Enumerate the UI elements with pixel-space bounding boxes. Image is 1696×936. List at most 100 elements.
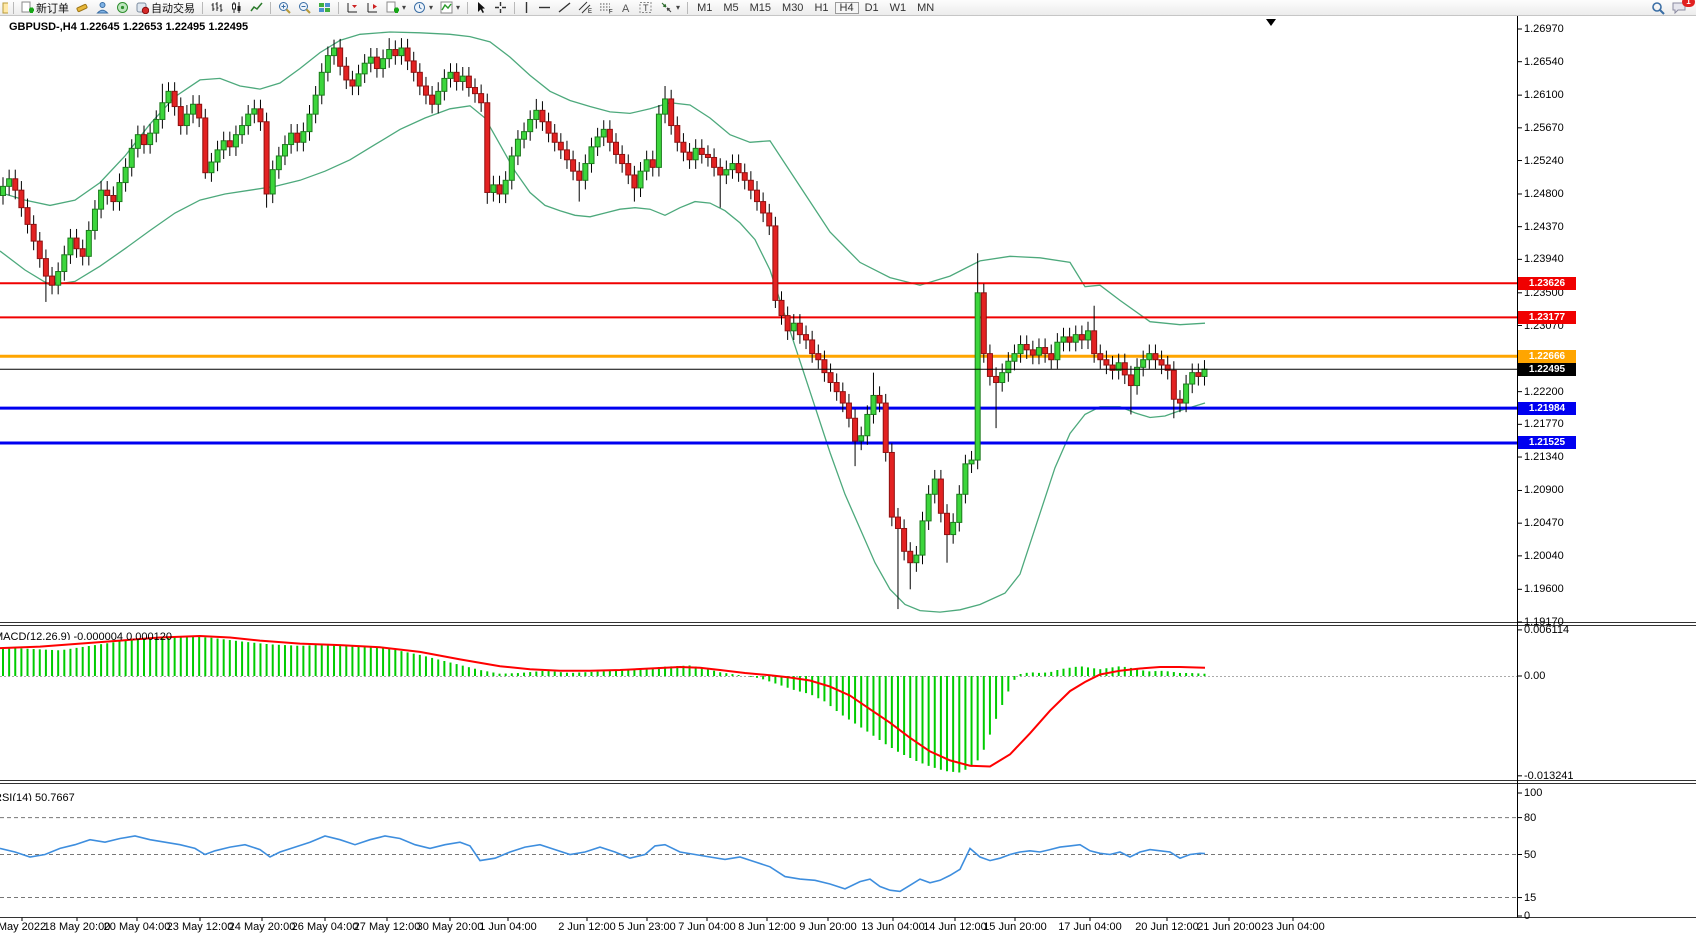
text-tool-button[interactable]: A: [617, 1, 635, 15]
candlestick-chart-button[interactable]: [227, 1, 246, 15]
candle-body: [226, 140, 233, 148]
timeframe-m1-button[interactable]: M1: [692, 1, 717, 15]
candle-body: [220, 140, 227, 151]
candle-body: [367, 56, 374, 64]
candle-body: [570, 159, 577, 172]
candle-body: [625, 163, 632, 176]
candle-body: [1017, 344, 1024, 355]
navigator-button[interactable]: [93, 1, 112, 15]
fibonacci-tool-button[interactable]: F: [596, 1, 616, 15]
candle-body: [1146, 353, 1153, 361]
candle-body: [925, 493, 932, 522]
chart-shift-button[interactable]: [343, 1, 362, 15]
candle-body: [159, 102, 166, 120]
chevron-down-icon: ▾: [456, 3, 461, 12]
rsi-tick: 100: [1524, 787, 1543, 799]
time-label: 23 May 12:00: [166, 921, 234, 933]
candle-body: [735, 163, 742, 174]
candle-body: [882, 402, 889, 453]
candle-body: [435, 90, 442, 105]
candle-body: [655, 113, 662, 168]
candlestick-chart-icon: [232, 2, 241, 13]
timeframe-m30-button[interactable]: M30: [777, 1, 808, 15]
equidistant-channel-tool-button[interactable]: E: [575, 1, 595, 15]
vertical-line-tool-button[interactable]: [519, 1, 534, 15]
candle-body: [839, 391, 846, 404]
candle-body: [42, 258, 49, 277]
svg-text:A: A: [622, 3, 630, 14]
search-button[interactable]: [1648, 1, 1668, 15]
line-chart-button[interactable]: [247, 1, 266, 15]
candle-body: [772, 225, 779, 301]
timeframe-m15-button[interactable]: M15: [745, 1, 776, 15]
time-label: 9 Jun 20:00: [799, 921, 857, 933]
new-chart-button[interactable]: ▾: [383, 1, 409, 15]
candle-body: [649, 159, 656, 168]
new-order-button[interactable]: 新订单: [18, 1, 72, 15]
price-badge-1.22495: 1.22495: [1518, 362, 1576, 376]
candle-body: [196, 103, 203, 119]
styles-button[interactable]: [73, 1, 92, 15]
notifications-button[interactable]: 1: [1669, 0, 1695, 15]
candle-body: [257, 108, 264, 123]
tile-windows-button[interactable]: [315, 1, 334, 15]
price-tick: 1.20900: [1524, 484, 1564, 497]
svg-text:E: E: [588, 9, 592, 14]
arrows-tool-button[interactable]: ▾: [657, 1, 683, 15]
candle-body: [1066, 336, 1073, 343]
time-label: 15 Jun 20:00: [983, 921, 1047, 933]
candle-body: [864, 413, 871, 437]
candle-body: [214, 149, 221, 163]
timeframe-d1-button[interactable]: D1: [860, 1, 884, 15]
candle-body: [993, 375, 1000, 384]
periods-button[interactable]: ▾: [410, 1, 436, 15]
indicators-button[interactable]: ▾: [437, 1, 463, 15]
horizontal-line-tool-button[interactable]: [535, 1, 554, 15]
candle-body: [901, 527, 908, 552]
clock-icon: [414, 2, 426, 13]
price-tick: 1.24370: [1524, 220, 1564, 233]
candle-body: [294, 132, 301, 143]
candle-body: [1085, 330, 1092, 341]
zoom-out-button[interactable]: [295, 1, 314, 15]
candle-body: [545, 121, 552, 134]
candle-body: [968, 459, 975, 465]
timeframe-w1-button[interactable]: W1: [885, 1, 912, 15]
timeframe-h1-button[interactable]: H1: [809, 1, 833, 15]
candle-body: [49, 275, 56, 286]
candle-body: [551, 132, 558, 143]
equidistant-channel-icon: E: [578, 1, 592, 14]
macd-tick: 0.00: [1524, 670, 1546, 682]
price-tick: 1.24800: [1524, 187, 1564, 200]
broadcast-button[interactable]: [113, 1, 132, 15]
price-tick: 1.19600: [1524, 583, 1564, 596]
time-label: 18 May 20:00: [43, 921, 111, 933]
candle-body: [245, 113, 252, 127]
autotrading-button[interactable]: 自动交易: [133, 1, 198, 15]
zoom-in-button[interactable]: [275, 1, 294, 15]
candle-body: [453, 71, 460, 82]
candle-body: [692, 147, 699, 161]
candle-body: [380, 58, 387, 70]
candle-body: [698, 147, 705, 155]
timeframe-m5-button[interactable]: M5: [718, 1, 743, 15]
auto-scroll-icon: [367, 3, 377, 13]
crosshair-tool-button[interactable]: [491, 1, 510, 15]
candle-body: [668, 98, 675, 127]
timeframe-h4-button[interactable]: H4: [834, 1, 859, 14]
timeframe-mn-button[interactable]: MN: [912, 1, 939, 15]
candle-body: [183, 113, 190, 127]
bar-chart-button[interactable]: [207, 1, 226, 15]
chart-shift-marker: [1266, 19, 1276, 26]
new-order-label: 新订单: [36, 2, 69, 15]
cursor-tool-button[interactable]: [472, 1, 490, 15]
text-label-tool-button[interactable]: T: [636, 1, 656, 15]
candle-body: [888, 451, 895, 518]
candle-body: [527, 118, 534, 133]
candle-body: [1164, 364, 1171, 371]
candle-body: [398, 47, 405, 57]
auto-scroll-button[interactable]: [363, 1, 382, 15]
candle-body: [404, 47, 411, 62]
trendline-tool-button[interactable]: [555, 1, 574, 15]
